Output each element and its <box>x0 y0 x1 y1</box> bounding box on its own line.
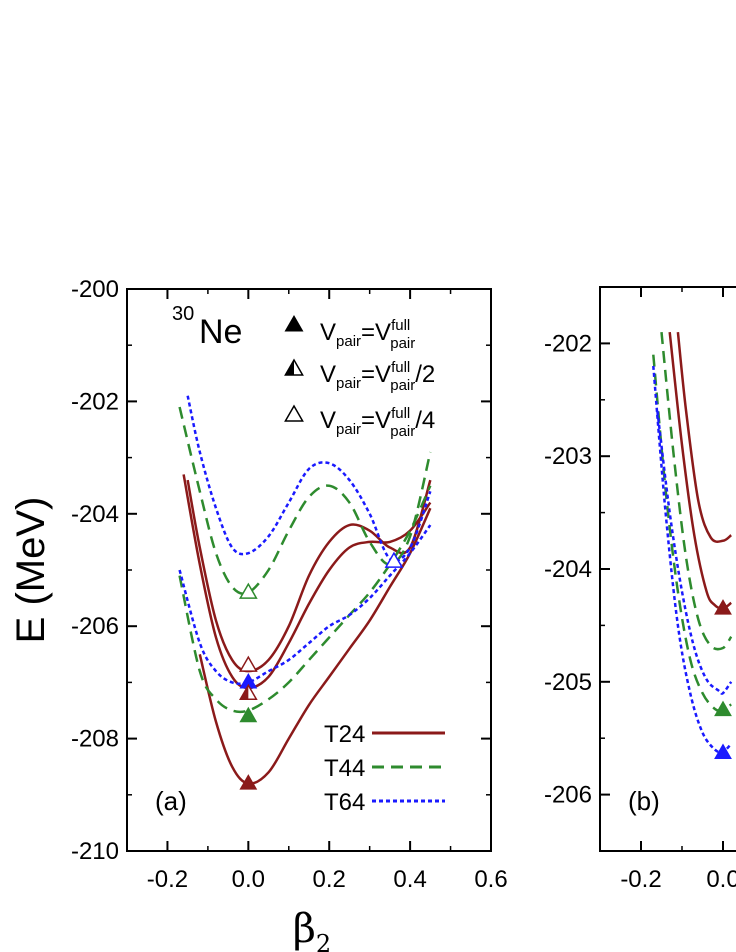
triangle-marker-filled <box>239 706 258 723</box>
panel-a-x-tick-labels: -0.2 0.0 0.2 0.4 0.6 <box>147 866 508 893</box>
legend-marker-filled <box>284 314 304 332</box>
panel-a: -210 -208 -206 -204 -202 -200 -0.2 0.0 0.2 0.4 0.… <box>9 276 508 952</box>
panel-b-y-tick-labels: -206 -205 -204 -203 -202 <box>544 330 592 808</box>
y-tick-label: -206 <box>544 782 592 809</box>
y-tick-label: -204 <box>71 501 119 528</box>
x-tick-label: -0.2 <box>620 866 661 893</box>
legend-marker-open <box>284 404 304 422</box>
panel-b-markers <box>714 599 732 759</box>
series-line-t24 <box>676 331 732 543</box>
y-tick-label: -202 <box>544 330 592 357</box>
legend-line-label-t24: T24 <box>324 721 365 748</box>
legend-marker-label-0: Vpair=Vfull pair <box>320 317 415 352</box>
panel-b-frame <box>599 286 736 852</box>
y-axis-title: E (MeV) <box>9 497 53 644</box>
panel-b-ticks <box>599 286 724 852</box>
nucleus-symbol: Ne <box>199 313 242 351</box>
series-line-t64 <box>652 365 733 754</box>
series-line-t64 <box>186 395 432 563</box>
triangle-marker-filled <box>714 599 732 615</box>
y-tick-label: -206 <box>71 613 119 640</box>
y-tick-label: -210 <box>71 838 119 865</box>
y-tick-label: -208 <box>71 726 119 753</box>
series-line-t44 <box>652 354 732 713</box>
x-tick-label: 0.0 <box>706 866 736 893</box>
triangle-marker-open <box>384 551 404 568</box>
legend-open-triangle <box>284 404 304 422</box>
panel-a-series <box>178 395 432 785</box>
series-line-t24 <box>198 507 432 785</box>
series-line-t24 <box>182 474 432 690</box>
marker-legend: Vpair=Vfull pair Vpair=Vfull pair/2 Vpair=… <box>284 314 435 440</box>
triangle-marker-filled <box>714 700 732 717</box>
y-tick-label: -205 <box>544 669 592 696</box>
legend-line-label-t44: T44 <box>324 755 365 782</box>
panel-b-x-tick-labels: -0.2 0.0 <box>620 866 736 893</box>
legend-half-triangle <box>284 358 304 376</box>
y-tick-label: -204 <box>544 556 592 583</box>
series-line-t64 <box>656 410 733 695</box>
panel-a-ticks <box>126 288 492 852</box>
triangle-marker-half <box>238 683 258 700</box>
x-axis-title: β2 <box>293 906 331 952</box>
legend-filled-triangle <box>284 314 304 332</box>
x-tick-label: 0.2 <box>313 866 346 893</box>
y-tick-label: -200 <box>71 276 119 303</box>
triangle-marker-open <box>238 655 258 672</box>
y-tick-label: -202 <box>71 388 119 415</box>
legend-marker-half <box>284 358 304 376</box>
series-line-t44 <box>178 485 432 714</box>
series-line-t44 <box>660 331 733 651</box>
x-tick-label: 0.4 <box>393 866 426 893</box>
series-line-t24 <box>186 479 432 673</box>
nucleus-mass: 30 <box>172 303 194 325</box>
line-legend: T24 T44 T64 <box>324 721 445 816</box>
panel-b-label: (b) <box>628 786 660 816</box>
x-tick-label: 0.6 <box>474 866 507 893</box>
legend-marker-label-2: Vpair=Vfull pair/4 <box>320 405 435 440</box>
panel-a-y-tick-labels: -210 -208 -206 -204 -202 -200 <box>71 276 119 865</box>
triangle-marker-filled <box>714 743 732 759</box>
x-tick-label: 0.0 <box>232 866 265 893</box>
y-tick-label: -203 <box>544 443 592 470</box>
panel-b-series <box>652 331 733 754</box>
legend-marker-label-1: Vpair=Vfull pair/2 <box>320 359 435 394</box>
panel-a-label: (a) <box>155 786 187 816</box>
triangle-marker-open <box>238 582 258 599</box>
triangle-marker-filled <box>239 774 258 790</box>
panel-b: -206 -205 -204 -203 -202 -0.2 0.0 (b) <box>544 286 736 893</box>
panel-a-markers <box>238 551 404 790</box>
series-line-t64 <box>178 524 432 686</box>
legend-line-label-t64: T64 <box>324 789 365 816</box>
x-tick-label: -0.2 <box>147 866 188 893</box>
